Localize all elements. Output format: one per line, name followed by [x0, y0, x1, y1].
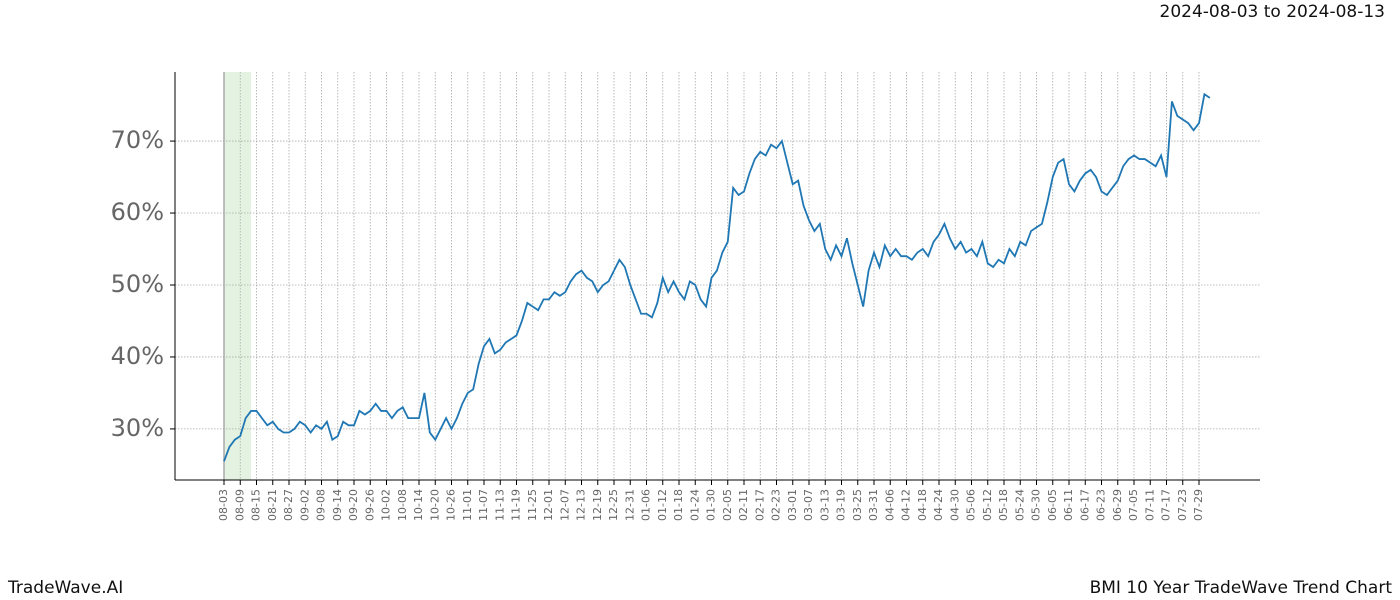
x-tick-label: 02-23 [770, 489, 783, 521]
x-tick-label: 04-18 [916, 489, 929, 521]
x-tick-label: 03-31 [867, 489, 880, 521]
x-tick-label: 06-23 [1095, 489, 1108, 521]
x-tick-label: 08-15 [250, 489, 263, 521]
x-tick-label: 04-30 [948, 489, 961, 521]
x-tick-label: 10-14 [412, 489, 425, 521]
x-tick-label: 09-08 [315, 489, 328, 521]
x-tick-label: 07-11 [1143, 489, 1156, 521]
x-tick-label: 09-26 [363, 489, 376, 521]
x-tick-label: 10-26 [445, 489, 458, 521]
x-tick-label: 06-17 [1078, 489, 1091, 521]
x-tick-label: 08-09 [233, 489, 246, 521]
x-tick-label: 07-29 [1192, 489, 1205, 521]
x-tick-label: 08-21 [266, 489, 279, 521]
y-tick-label: 40% [111, 342, 164, 370]
x-tick-label: 02-05 [721, 489, 734, 521]
trend-line [223, 92, 1211, 462]
x-tick-label: 01-18 [672, 489, 685, 521]
x-tick-label: 01-12 [656, 489, 669, 521]
x-tick-label: 06-11 [1062, 489, 1075, 521]
x-tick-label: 05-12 [981, 489, 994, 521]
x-tick-label: 10-20 [428, 489, 441, 521]
date-range: 2024-08-03 to 2024-08-13 [1160, 2, 1385, 22]
x-tick-label: 03-19 [835, 489, 848, 521]
x-tick-label: 05-18 [997, 489, 1010, 521]
x-tick-label: 04-12 [900, 489, 913, 521]
x-tick-label: 12-31 [623, 489, 636, 521]
x-tick-label: 09-14 [331, 489, 344, 521]
x-tick-label: 08-03 [217, 489, 230, 521]
x-tick-label: 11-07 [477, 489, 490, 521]
x-tick-label: 01-24 [688, 489, 701, 521]
x-tick-label: 01-30 [705, 489, 718, 521]
x-tick-label: 10-02 [380, 489, 393, 521]
x-tick-label: 12-19 [591, 489, 604, 521]
x-tick-label: 03-25 [851, 489, 864, 521]
x-tick-label: 11-25 [526, 489, 539, 521]
x-tick-label: 02-17 [753, 489, 766, 521]
x-tick-label: 02-11 [737, 489, 750, 521]
x-tick-label: 03-13 [818, 489, 831, 521]
x-tick-label: 12-07 [558, 489, 571, 521]
x-tick-label: 03-01 [786, 489, 799, 521]
y-tick-label: 50% [111, 270, 164, 298]
x-tick-label: 11-13 [493, 489, 506, 521]
highlight-band [224, 72, 251, 480]
x-tick-label: 12-13 [575, 489, 588, 521]
y-tick-label: 60% [111, 198, 164, 226]
x-tick-label: 09-20 [347, 489, 360, 521]
x-tick-label: 12-01 [542, 489, 555, 521]
x-tick-label: 09-02 [298, 489, 311, 521]
x-tick-label: 04-24 [932, 489, 945, 521]
x-tick-label: 05-30 [1030, 489, 1043, 521]
x-tick-label: 07-05 [1127, 489, 1140, 521]
chart-title: BMI 10 Year TradeWave Trend Chart [1090, 578, 1393, 598]
x-tick-label: 04-06 [883, 489, 896, 521]
x-tick-label: 08-27 [282, 489, 295, 521]
x-tick-label: 06-05 [1046, 489, 1059, 521]
brand: TradeWave.AI [7, 578, 123, 598]
x-tick-label: 05-24 [1013, 489, 1026, 521]
x-tick-label: 10-08 [396, 489, 409, 521]
x-tick-label: 11-19 [510, 489, 523, 521]
y-tick-label: 70% [111, 126, 164, 154]
x-tick-label: 12-25 [607, 489, 620, 521]
y-tick-label: 30% [111, 414, 164, 442]
x-tick-label: 05-06 [965, 489, 978, 521]
x-tick-label: 07-23 [1176, 489, 1189, 521]
x-tick-label: 07-17 [1160, 489, 1173, 521]
x-tick-label: 01-06 [640, 489, 653, 521]
x-tick-label: 03-07 [802, 489, 815, 521]
x-tick-label: 06-29 [1111, 489, 1124, 521]
x-tick-label: 11-01 [461, 489, 474, 521]
